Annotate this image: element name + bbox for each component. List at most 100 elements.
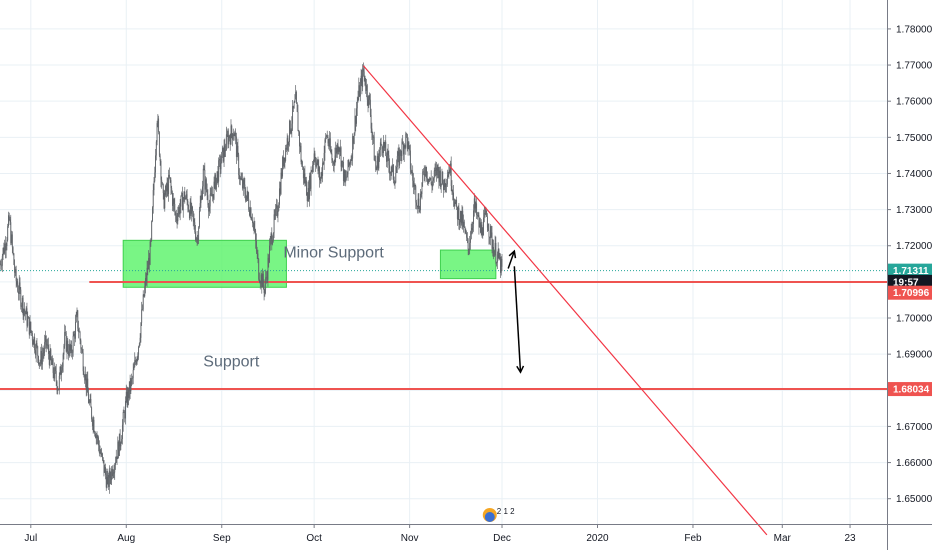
x-axis[interactable]: Jul Aug Sep Oct Nov Dec 2020 Feb Mar 23 [0, 524, 932, 544]
candle-body [116, 456, 118, 460]
candle-body [498, 249, 500, 260]
candle-body [58, 376, 60, 391]
candle-body [85, 374, 87, 390]
candle-body [411, 172, 413, 173]
candle-body [165, 185, 166, 196]
candle-body [22, 297, 24, 316]
candle-body [259, 279, 260, 283]
candle-body [158, 132, 160, 156]
candle-body [191, 206, 193, 214]
candle-body [431, 184, 433, 187]
candle-body [40, 351, 42, 363]
candle-body [355, 116, 357, 124]
candle-body [199, 203, 201, 212]
price-badge [888, 382, 932, 397]
candle-body [401, 141, 403, 156]
candle-body [197, 238, 199, 241]
candle-body [445, 184, 447, 188]
y-tick-label: 1.65000 [896, 494, 932, 505]
candle-body [463, 221, 465, 227]
candle-body [145, 277, 147, 282]
candle-body [118, 441, 120, 456]
candle-body [95, 433, 96, 438]
candle-body [462, 210, 464, 227]
candle-body [402, 141, 404, 144]
candle-body [413, 180, 414, 187]
candle-body [279, 188, 281, 194]
trendline-layer[interactable] [362, 65, 768, 536]
candle-body [159, 155, 161, 162]
candle-body [162, 184, 164, 193]
candle-body [484, 213, 486, 214]
candle-body [294, 99, 296, 103]
annotation-text[interactable]: Minor Support [283, 245, 384, 262]
candle-body [299, 132, 300, 147]
candle-body [496, 254, 498, 263]
candle-body [291, 123, 293, 130]
candle-body [30, 321, 32, 331]
candle-body [311, 170, 313, 172]
candle-body [124, 412, 126, 419]
candle-body [230, 125, 232, 145]
candle-body [96, 435, 98, 439]
candle-body [136, 357, 138, 364]
annotation-text[interactable]: Support [203, 353, 260, 370]
downtrend-line[interactable] [362, 65, 768, 536]
arrow-layer[interactable] [507, 249, 525, 374]
candle-body [386, 155, 387, 162]
candle-body [471, 227, 473, 231]
candle-body [272, 240, 274, 245]
candle-body [322, 162, 324, 165]
candle-body [295, 91, 297, 100]
candle-body [14, 264, 16, 273]
candle-body [129, 381, 131, 392]
candle-body [242, 178, 243, 189]
candle-body [245, 195, 247, 201]
candle-body [304, 173, 306, 184]
candle-body [475, 203, 477, 209]
candle-body [264, 289, 266, 293]
arrow-shaft[interactable] [507, 250, 516, 269]
candle-body [456, 206, 458, 219]
candle-body [8, 215, 9, 227]
x-tick-label: Dec [493, 533, 511, 544]
candle-body [405, 133, 407, 148]
candle-body [472, 224, 474, 228]
candle-body [137, 354, 139, 358]
candle-body [463, 221, 464, 227]
candle-body [283, 157, 285, 166]
candle-body [378, 155, 380, 169]
candle-body [213, 181, 215, 199]
candle-body [476, 203, 478, 216]
candle-body [331, 153, 333, 161]
candle-body [20, 289, 22, 307]
y-axis[interactable]: 1.78000 1.77000 1.76000 1.75000 1.74000 1.730… [887, 0, 932, 550]
events-marker[interactable]: 2 1 2 [482, 507, 515, 522]
candle-body [210, 193, 212, 195]
arrow-shaft[interactable] [513, 266, 522, 373]
candle-body [189, 201, 191, 219]
candle-body [354, 116, 356, 134]
candle-body [326, 135, 327, 137]
candle-body [358, 85, 360, 98]
candle-body [112, 473, 114, 477]
candle-body [141, 309, 143, 323]
candle-body [68, 351, 69, 356]
candle-body [186, 194, 188, 202]
candle-body [486, 211, 488, 217]
candle-body [113, 472, 115, 474]
candle-body [357, 97, 359, 102]
candle-body [203, 168, 205, 170]
candle-body [131, 378, 133, 380]
candle-body [182, 192, 183, 211]
candle-body [51, 358, 53, 365]
annotation-layer[interactable]: Minor Support Support [203, 245, 384, 371]
candle-body [204, 169, 206, 190]
candle-body [128, 381, 130, 398]
candle-body [297, 111, 299, 132]
candle-body [438, 170, 440, 183]
candle-body [232, 133, 233, 140]
candle-body [390, 172, 392, 173]
